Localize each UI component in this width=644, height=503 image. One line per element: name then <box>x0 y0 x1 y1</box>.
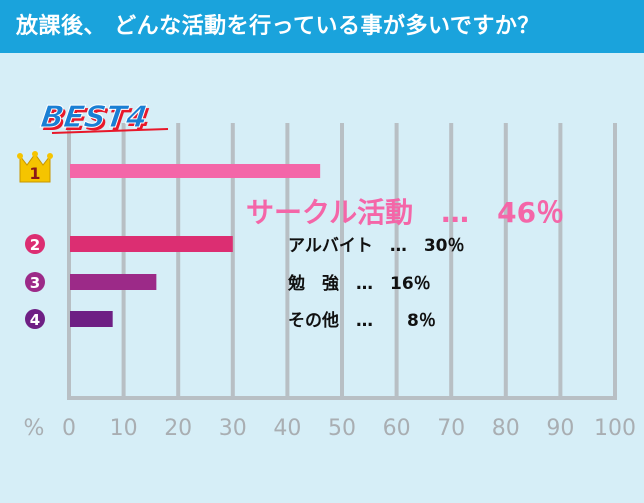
crown-jewel <box>47 153 53 159</box>
rank-1-label: 1 <box>29 164 40 183</box>
data-label-1: サークル活動 … 46％ <box>246 196 564 229</box>
x-tick-label: 0 <box>62 416 76 441</box>
bar-3 <box>70 274 157 290</box>
rank-3-label: 3 <box>30 274 40 292</box>
x-tick-label: 40 <box>273 416 301 441</box>
rank-2-badge <box>25 234 45 254</box>
x-tick-label: 70 <box>437 416 465 441</box>
bar-4 <box>70 311 113 327</box>
data-label-4: その他 … 8％ <box>288 310 436 331</box>
x-tick-label: 90 <box>546 416 574 441</box>
x-tick-label: 10 <box>110 416 138 441</box>
crown-jewel <box>17 153 23 159</box>
best4-badge: BEST4 <box>38 100 149 135</box>
data-label-3: 勉 強 … 16％ <box>287 273 431 294</box>
x-tick-label: 20 <box>164 416 192 441</box>
bar-2 <box>70 236 233 252</box>
x-tick-label: 80 <box>492 416 520 441</box>
x-tick-label: 50 <box>328 416 356 441</box>
x-tick-label: 100 <box>594 416 636 441</box>
rank-3-badge <box>25 272 45 292</box>
rank-2-label: 2 <box>30 236 40 254</box>
badge-underline <box>51 128 169 134</box>
x-axis-unit: % <box>24 416 45 441</box>
chart-title: 放課後、 どんな活動を行っている事が多いですか？ <box>0 0 644 53</box>
rank-4-label: 4 <box>30 311 40 329</box>
x-tick-label: 60 <box>383 416 411 441</box>
bar-1 <box>70 164 321 178</box>
rank-4-badge <box>25 309 45 329</box>
bar-chart: 0 10 20 30 40 50 60 70 80 90 100%BEST4BEST41234サーク… <box>17 100 636 441</box>
data-label-2: アルバイト … 30％ <box>288 236 465 256</box>
crown-jewel <box>32 151 38 157</box>
x-tick-label: 30 <box>219 416 247 441</box>
crown-icon <box>19 153 51 183</box>
